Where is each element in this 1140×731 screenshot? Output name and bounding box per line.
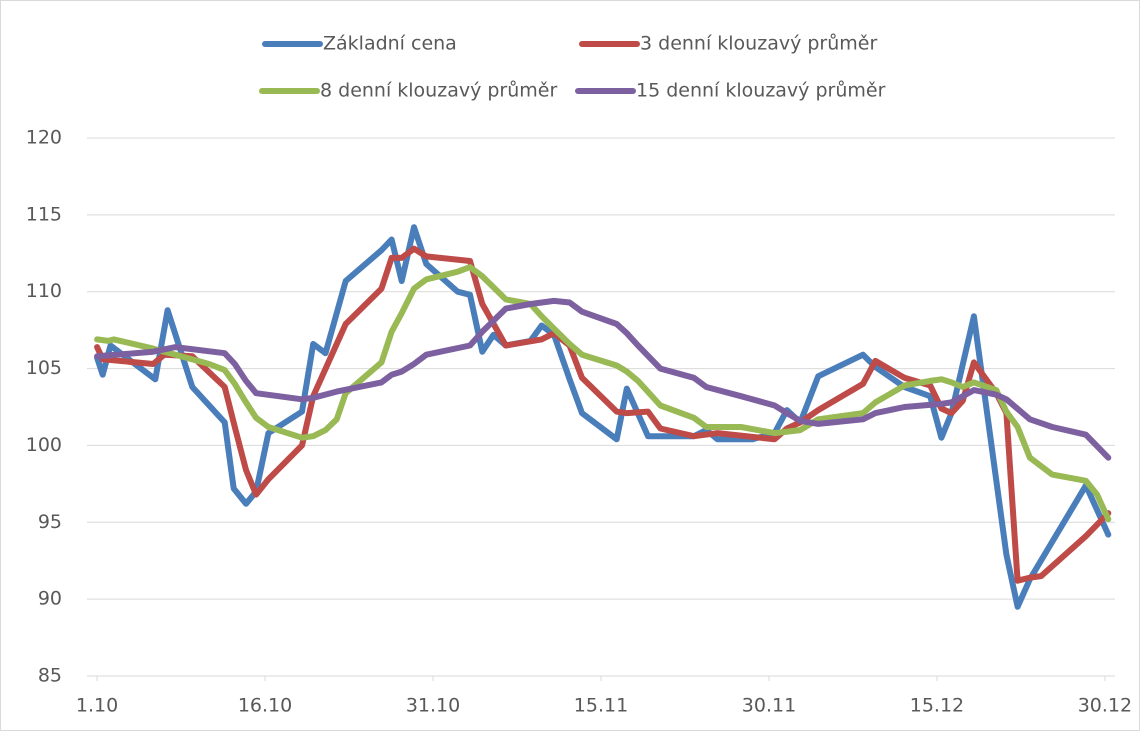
x-tick-label: 1.10 — [76, 695, 118, 717]
y-tick-label: 110 — [26, 280, 62, 302]
y-tick-label: 105 — [26, 357, 62, 379]
x-tick-label: 16.10 — [238, 695, 292, 717]
x-tick-label: 15.11 — [574, 695, 628, 717]
legend-label: 15 denní klouzavý průměr — [636, 80, 886, 102]
x-tick-label: 31.10 — [406, 695, 460, 717]
y-tick-label: 120 — [26, 127, 62, 149]
x-tick-label: 30.12 — [1078, 695, 1132, 717]
y-tick-label: 100 — [26, 434, 62, 456]
y-tick-label: 90 — [38, 588, 62, 610]
series-line — [94, 264, 1112, 523]
series-line — [94, 297, 1112, 461]
y-tick-label: 95 — [38, 511, 62, 533]
y-tick-label: 85 — [38, 665, 62, 687]
legend-label: 3 denní klouzavý průměr — [640, 33, 877, 55]
y-tick-label: 115 — [26, 203, 62, 225]
x-tick-label: 15.12 — [910, 695, 964, 717]
legend-label: Základní cena — [323, 33, 457, 55]
series-line — [94, 245, 1112, 584]
legend-label: 8 denní klouzavý průměr — [320, 80, 557, 102]
series-line — [94, 224, 1112, 610]
x-tick-label: 30.11 — [742, 695, 796, 717]
